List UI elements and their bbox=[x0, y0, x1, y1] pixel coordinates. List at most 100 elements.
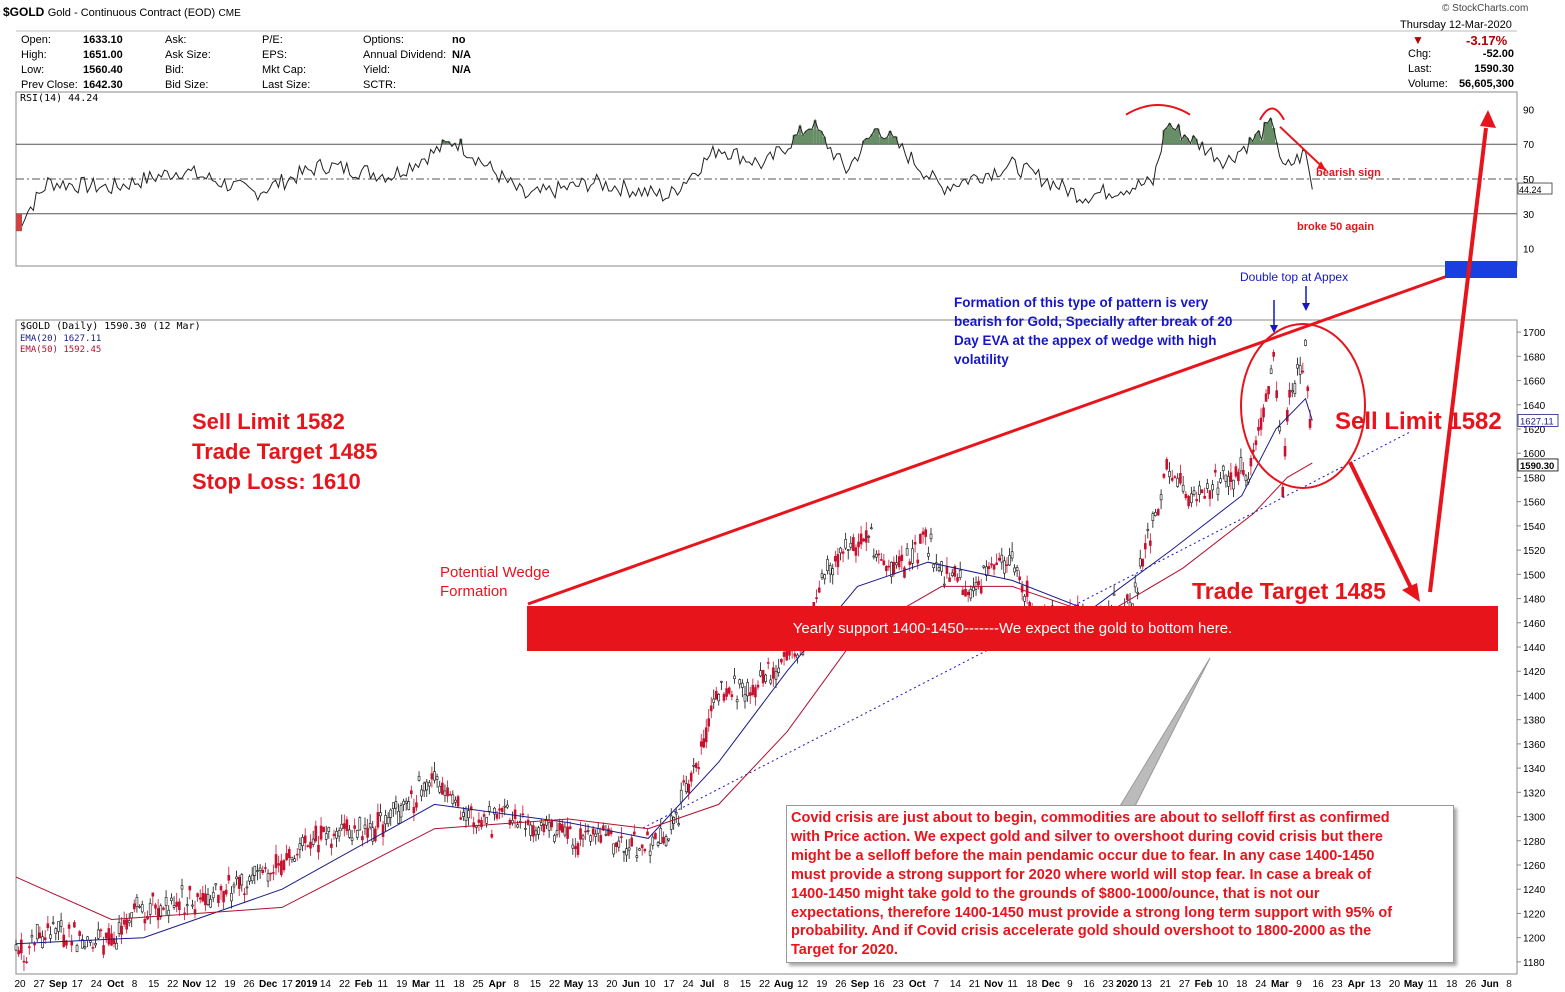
candle-body bbox=[707, 718, 711, 727]
candle-body bbox=[972, 586, 975, 592]
covid-note: Covid crisis are just about to begin, co… bbox=[786, 805, 1454, 963]
candle-body bbox=[1023, 596, 1026, 602]
candle-body bbox=[1013, 567, 1016, 573]
candle-body bbox=[132, 903, 136, 910]
candle-body bbox=[1234, 466, 1238, 477]
candle-body bbox=[579, 828, 582, 840]
formation-note: Formation of this type of pattern is ver… bbox=[954, 293, 1232, 369]
price-tick-label: 1660 bbox=[1523, 377, 1546, 388]
candle-body bbox=[537, 827, 540, 835]
candle-body bbox=[651, 836, 655, 846]
wedge-label-line: Potential Wedge bbox=[440, 564, 550, 581]
up-arrowhead bbox=[1480, 110, 1496, 128]
candle-body bbox=[20, 939, 23, 954]
down-arrowhead bbox=[1402, 583, 1420, 602]
candle-body bbox=[309, 841, 312, 849]
candle-body bbox=[1159, 494, 1163, 501]
x-tick-label: Jun bbox=[1481, 979, 1499, 990]
candle-body bbox=[211, 892, 215, 899]
candle-body bbox=[54, 928, 58, 934]
rsi-top-arc bbox=[1259, 107, 1285, 121]
x-tick-label: 18 bbox=[1236, 979, 1248, 990]
candle-body bbox=[589, 835, 592, 842]
candle-body bbox=[1278, 426, 1282, 432]
candle-body bbox=[1165, 459, 1169, 470]
appex-ellipse bbox=[1240, 323, 1366, 489]
price-tick-label: 1500 bbox=[1523, 570, 1546, 581]
candle-body bbox=[1133, 582, 1137, 588]
candle-body bbox=[553, 835, 556, 842]
price-tick-label: 1640 bbox=[1523, 401, 1546, 412]
x-tick-label: 8 bbox=[1506, 979, 1512, 990]
candle-body bbox=[1126, 594, 1129, 600]
candle-body bbox=[51, 922, 55, 924]
candle-body bbox=[272, 872, 275, 874]
candle-body bbox=[919, 533, 922, 544]
candle-body bbox=[59, 920, 63, 927]
candle-body bbox=[622, 850, 626, 853]
candle-body bbox=[164, 897, 168, 906]
price-tick-label: 1420 bbox=[1523, 667, 1546, 678]
candle-body bbox=[384, 815, 387, 825]
candle-body bbox=[348, 829, 351, 838]
price-tick-label: 1280 bbox=[1523, 837, 1546, 848]
price-last-label-box bbox=[1517, 458, 1559, 472]
candle-body bbox=[1221, 465, 1225, 471]
candle-body bbox=[956, 577, 959, 582]
formation-line: bearish for Gold, Specially after break … bbox=[954, 314, 1233, 329]
rsi-overbought-fill bbox=[441, 118, 1279, 145]
candle-body bbox=[1112, 593, 1116, 596]
candle-body bbox=[682, 780, 686, 783]
candle-body bbox=[1229, 472, 1233, 482]
x-tick-label: Feb bbox=[355, 979, 373, 990]
candle-body bbox=[656, 842, 660, 846]
x-tick-label: 22 bbox=[549, 979, 561, 990]
candle-body bbox=[422, 782, 426, 792]
x-tick-label: 14 bbox=[950, 979, 962, 990]
candle-body bbox=[402, 800, 405, 805]
candle-body bbox=[49, 934, 52, 939]
x-tick-label: Jun bbox=[622, 979, 640, 990]
rsi-tick-label: 90 bbox=[1523, 105, 1535, 116]
price-tick-label: 1240 bbox=[1523, 885, 1546, 896]
x-tick-label: Mar bbox=[1271, 979, 1289, 990]
candle-body bbox=[156, 908, 160, 921]
price-tick-label: 1360 bbox=[1523, 740, 1546, 751]
candle-body bbox=[694, 763, 698, 768]
candle-body bbox=[614, 842, 618, 847]
quote-value: -52.00 bbox=[1482, 48, 1514, 60]
candle-body bbox=[274, 854, 278, 869]
x-tick-label: 16 bbox=[873, 979, 885, 990]
candle-body bbox=[817, 587, 821, 593]
candle-body bbox=[303, 835, 307, 844]
candle-body bbox=[777, 667, 780, 673]
candle-body bbox=[498, 808, 501, 811]
candle-body bbox=[73, 922, 76, 928]
price-last-label: 1590.30 bbox=[1520, 461, 1554, 472]
candle-body bbox=[86, 936, 89, 941]
rsi-title: RSI(14) 44.24 bbox=[20, 93, 99, 104]
candle-body bbox=[57, 921, 60, 932]
candle-body bbox=[371, 827, 375, 842]
x-tick-label: 27 bbox=[34, 979, 46, 990]
candle-body bbox=[196, 893, 199, 897]
x-tick-label: 22 bbox=[167, 979, 179, 990]
candle-body bbox=[674, 812, 678, 815]
support-text: Yearly support 1400-1450-------We expect… bbox=[792, 620, 1233, 637]
legend-ema50: EMA(50) 1592.45 bbox=[20, 345, 102, 355]
quote-value: N/A bbox=[452, 64, 471, 76]
candle-body bbox=[704, 727, 708, 743]
quote-label: Last Size: bbox=[262, 79, 311, 91]
candle-body bbox=[591, 828, 595, 835]
candle-body bbox=[115, 942, 118, 950]
candle-body bbox=[151, 892, 155, 897]
x-tick-label: 20 bbox=[606, 979, 618, 990]
candle-body bbox=[33, 942, 36, 946]
candle-body bbox=[224, 889, 228, 895]
candle-body bbox=[945, 565, 949, 574]
candle-body bbox=[96, 929, 100, 939]
copyright: © StockCharts.com bbox=[1442, 3, 1529, 14]
candle-body bbox=[908, 561, 912, 565]
candle-body bbox=[844, 539, 847, 549]
candle-body bbox=[857, 541, 860, 548]
